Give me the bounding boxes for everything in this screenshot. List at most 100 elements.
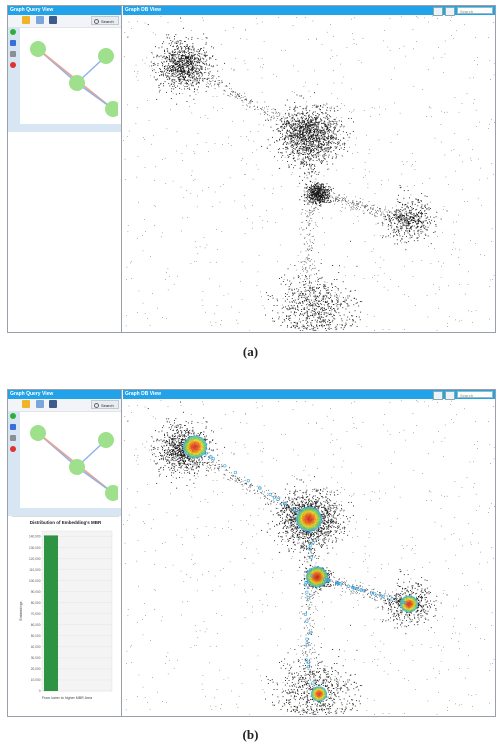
heat-point [379, 594, 383, 598]
heat-point [336, 581, 340, 585]
heat-point [246, 478, 250, 483]
heat-point [223, 464, 227, 468]
export-icon[interactable] [36, 400, 44, 408]
stop-icon[interactable] [10, 62, 16, 68]
graph-db-view: Graph DB View Search [123, 390, 495, 716]
chart-title: Distribution of Embedding's MBR [29, 520, 102, 525]
heat-point [381, 594, 385, 598]
query-footer [8, 508, 121, 516]
y-tick-label: 20,000 [31, 667, 41, 671]
heat-cluster [311, 686, 327, 702]
open-folder-icon[interactable] [22, 16, 30, 24]
heat-point [355, 587, 359, 591]
y-tick-label: 120,000 [29, 557, 41, 561]
heat-point [309, 555, 313, 559]
view-controls [431, 7, 455, 16]
zoom-icon[interactable] [433, 7, 443, 16]
heat-point [306, 665, 310, 669]
heat-point [276, 497, 280, 501]
query-node[interactable] [30, 41, 46, 57]
heat-point [339, 582, 343, 586]
query-node[interactable] [105, 485, 121, 501]
heat-cluster [306, 566, 328, 588]
heat-point [294, 509, 298, 513]
settings-icon[interactable] [445, 391, 455, 400]
heat-point [390, 597, 394, 601]
export-icon[interactable] [36, 16, 44, 24]
save-icon[interactable] [49, 16, 57, 24]
db-search-input[interactable]: Search [457, 7, 493, 14]
graph-db-canvas[interactable] [123, 15, 495, 331]
add-node-icon[interactable] [10, 29, 16, 35]
heat-cluster [296, 506, 322, 532]
stop-icon[interactable] [10, 446, 16, 452]
heat-point [311, 681, 315, 685]
add-node-icon[interactable] [10, 413, 16, 419]
search-button[interactable]: Search [91, 16, 119, 25]
y-tick-label: 110,000 [29, 568, 41, 572]
heat-point [283, 502, 287, 506]
query-node[interactable] [69, 75, 85, 91]
query-view-title: Graph Query View [8, 390, 121, 399]
query-node[interactable] [105, 101, 121, 117]
heat-point [311, 540, 315, 544]
edge-tool-icon[interactable] [10, 40, 16, 46]
bar [44, 535, 58, 691]
heat-point [327, 579, 331, 583]
query-node[interactable] [98, 48, 114, 64]
settings-icon[interactable] [445, 7, 455, 16]
heat-point [309, 574, 314, 578]
graph-db-canvas[interactable] [123, 399, 495, 715]
heat-cluster [400, 595, 418, 613]
heat-point [403, 601, 407, 605]
search-icon [94, 19, 99, 24]
mbr-distribution-chart: Distribution of Embedding's MBR 0 10,000 2… [12, 516, 119, 713]
heat-point [369, 591, 374, 595]
heat-point [305, 619, 309, 623]
x-axis-label: From lower to higher MBR Area [42, 696, 92, 700]
heat-point [258, 486, 262, 490]
open-folder-icon[interactable] [22, 400, 30, 408]
query-node[interactable] [30, 425, 46, 441]
query-node[interactable] [98, 432, 114, 448]
heat-point [373, 592, 377, 596]
query-canvas[interactable] [20, 29, 121, 124]
y-axis-label: Embeddings [19, 601, 23, 620]
zoom-icon[interactable] [433, 391, 443, 400]
heat-point [211, 456, 215, 461]
heat-cluster [183, 435, 207, 459]
y-tick-label: 130,000 [29, 546, 41, 550]
heat-point [352, 586, 356, 590]
db-view-title-text: Graph DB View [125, 7, 162, 13]
edge-tool-icon[interactable] [10, 424, 16, 430]
y-tick-label: 0 [39, 689, 41, 693]
trash-icon[interactable] [10, 51, 16, 57]
db-search-input[interactable]: Search [457, 391, 493, 398]
search-button-label: Search [101, 19, 114, 24]
query-graph[interactable] [20, 29, 121, 124]
heat-point [209, 455, 213, 459]
save-icon[interactable] [49, 400, 57, 408]
y-tick-label: 140,000 [29, 535, 41, 539]
tool-palette [10, 413, 19, 457]
panel-a: Graph Query View Search [7, 5, 496, 333]
heat-point [308, 568, 312, 572]
y-tick-label: 80,000 [31, 601, 41, 605]
y-tick-label: 90,000 [31, 590, 41, 594]
query-footer [8, 124, 121, 132]
graph-query-view: Graph Query View Search [8, 6, 122, 332]
caption-a: (a) [242, 344, 259, 359]
trash-icon[interactable] [10, 435, 16, 441]
heat-point [233, 470, 237, 475]
heat-point [346, 584, 351, 588]
query-node[interactable] [69, 459, 85, 475]
query-graph[interactable] [20, 413, 121, 508]
graph-query-view: Graph Query View Search [8, 390, 122, 716]
heat-point [305, 643, 309, 647]
heat-point [304, 581, 308, 585]
heat-point [272, 495, 276, 499]
search-button[interactable]: Search [91, 400, 119, 409]
query-toolbar: Search [8, 399, 121, 412]
heat-point [305, 590, 309, 594]
query-canvas[interactable] [20, 413, 121, 508]
